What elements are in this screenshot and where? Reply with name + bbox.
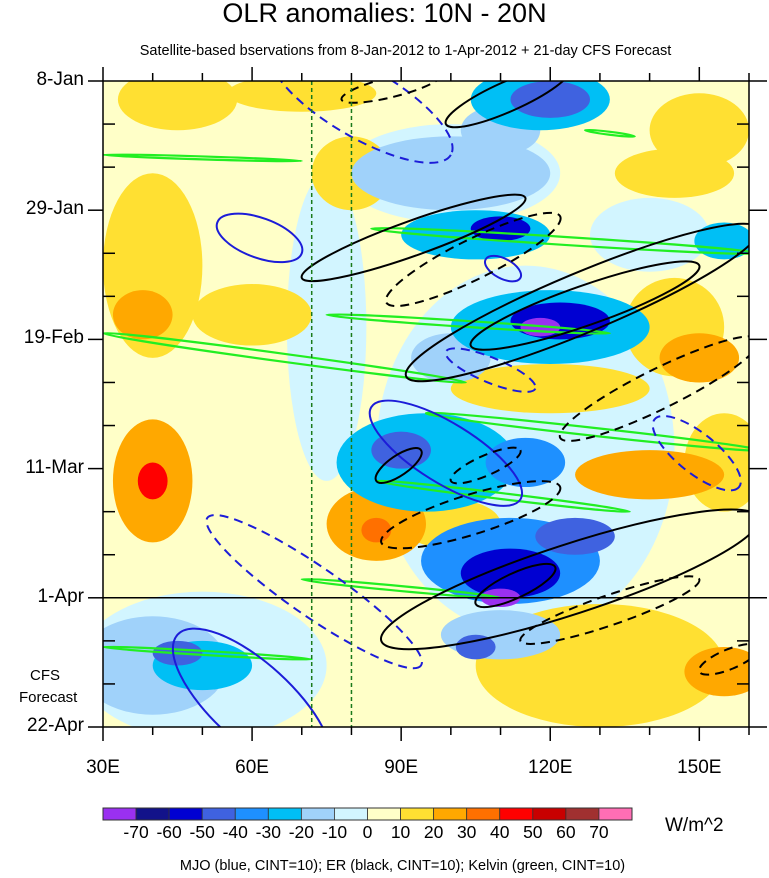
colorbar-label: -30	[255, 822, 281, 842]
mjo-contour-negative	[269, 81, 454, 164]
mjo-contour-positive	[368, 399, 524, 507]
chart-title: OLR anomalies: 10N - 20N	[222, 0, 547, 28]
field-cell	[192, 284, 312, 346]
mjo-contour-positive	[171, 627, 333, 727]
er-contour-negative	[558, 335, 749, 442]
field-cell	[649, 93, 749, 168]
er-contour-negative	[380, 480, 562, 550]
er-contour-negative	[384, 211, 562, 308]
colorbar-swatch	[168, 807, 203, 821]
field-cell	[361, 517, 392, 543]
er-contour-negative	[698, 642, 749, 676]
colorbar-swatch	[598, 807, 633, 821]
field-cell	[684, 647, 749, 697]
colorbar-swatch	[267, 807, 302, 821]
colorbar-label: -50	[189, 822, 215, 842]
y-tick-label: 11-Mar	[25, 456, 84, 478]
colorbar-swatch	[532, 807, 567, 821]
x-tick-label: 30E	[86, 757, 120, 778]
er-contour-positive	[404, 222, 749, 383]
colorbar-swatch	[300, 807, 335, 821]
y-tick-label: 29-Jan	[25, 198, 84, 220]
field-cell	[371, 431, 431, 469]
field-cell	[485, 437, 566, 488]
forecast-label-2: Forecast	[19, 689, 78, 706]
kelvin-contour	[424, 411, 749, 452]
colorbar-label: 0	[362, 822, 373, 842]
kelvin-contour	[583, 128, 636, 138]
colorbar-swatch	[466, 807, 501, 821]
colorbar-swatch	[400, 807, 435, 821]
colorbar-label: 60	[556, 822, 576, 842]
x-tick-label: 120E	[528, 757, 573, 778]
field	[103, 81, 749, 727]
kelvin-contour	[103, 153, 303, 163]
forecast-label-1: CFS	[30, 667, 60, 684]
colorbar-swatch	[499, 807, 534, 821]
colorbar-label: 40	[490, 822, 510, 842]
colorbar-swatch	[433, 807, 468, 821]
field-cell	[286, 173, 367, 481]
caption: MJO (blue, CINT=10); ER (black, CINT=10)…	[179, 858, 626, 874]
field-cell	[227, 81, 377, 112]
y-tick-label: 19-Feb	[23, 327, 84, 349]
colorbar-swatch	[201, 807, 236, 821]
er-contour-positive	[300, 193, 527, 283]
field-cell	[455, 634, 496, 660]
er-contour-negative	[340, 81, 442, 104]
colorbar-swatch	[135, 807, 170, 821]
colorbar-swatch	[367, 807, 401, 821]
colorbar-label: -40	[222, 822, 248, 842]
colorbar-swatch	[102, 807, 137, 821]
field-cell	[450, 364, 650, 414]
y-tick-label: 22-Apr	[26, 715, 84, 736]
colorbar-swatch	[234, 807, 269, 821]
field-cell	[614, 148, 735, 198]
colorbar-swatch	[334, 807, 368, 821]
colorbar-label: 30	[456, 822, 477, 842]
er-contour-positive	[374, 447, 423, 484]
colorbar-label: -60	[156, 822, 182, 842]
mjo-contour-negative	[651, 414, 742, 492]
colorbar-label: -10	[321, 822, 348, 842]
field-cell	[575, 450, 725, 500]
colorbar-label: 10	[390, 822, 411, 842]
field-cell	[659, 333, 740, 383]
colorbar-label: -20	[288, 822, 315, 842]
er-contour-positive	[379, 508, 749, 651]
field-cell	[589, 197, 710, 272]
y-tick-label: 1-Apr	[37, 585, 84, 607]
colorbar-label: 50	[523, 822, 543, 842]
x-tick-label: 150E	[677, 757, 722, 778]
plot-frame	[102, 80, 750, 728]
er-contour-positive	[444, 81, 572, 129]
mjo-contour-positive	[215, 212, 304, 264]
colorbar-frame	[102, 807, 633, 821]
field-cell	[351, 136, 551, 211]
er-contour-positive	[474, 562, 557, 609]
field-cell	[112, 290, 173, 340]
kelvin-contour	[370, 226, 749, 255]
er-contour-negative	[519, 575, 701, 645]
field-cell	[137, 462, 168, 500]
colorbar-label: 20	[423, 822, 444, 842]
colorbar-units: W/m^2	[665, 815, 724, 836]
x-tick-label: 90E	[384, 757, 419, 778]
y-tick-label: 8-Jan	[36, 69, 84, 90]
field-cell	[535, 517, 615, 555]
field-cell	[510, 81, 590, 118]
colorbar-swatch	[565, 807, 600, 821]
x-tick-label: 60E	[235, 757, 269, 778]
field-cell	[117, 81, 238, 131]
kelvin-contour	[325, 313, 611, 335]
chart-subtitle: Satellite-based bservations from 8-Jan-2…	[139, 43, 672, 59]
mjo-contour-negative	[444, 347, 537, 393]
mjo-contour-positive	[484, 254, 523, 283]
mjo-contour-negative	[205, 514, 423, 670]
er-contour-positive	[469, 260, 701, 351]
colorbar-label: 70	[589, 822, 609, 842]
colorbar-label: -70	[123, 822, 149, 842]
